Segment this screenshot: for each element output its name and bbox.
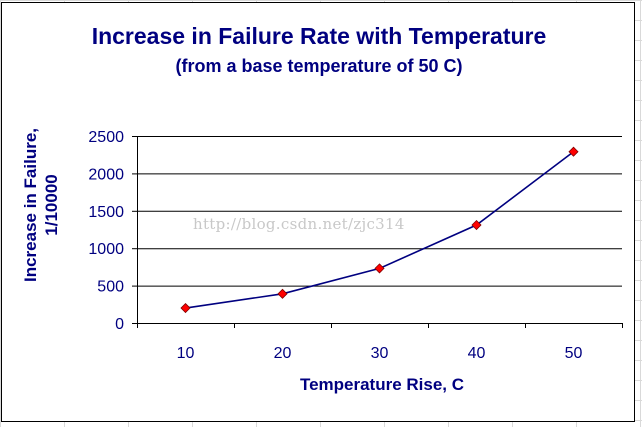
y-tick-label: 500 — [97, 279, 124, 296]
x-tick-label: 40 — [468, 345, 486, 362]
x-tick-label: 50 — [565, 345, 583, 362]
x-tick-label: 30 — [371, 345, 389, 362]
data-point-marker — [471, 219, 482, 231]
chart-subtitle: (from a base temperature of 50 C) — [175, 56, 463, 76]
x-tick-label: 10 — [177, 345, 195, 362]
y-tick-label: 1500 — [88, 204, 124, 221]
data-point-marker — [277, 288, 288, 299]
watermark: http://blog.csdn.net/zjc314 — [193, 215, 405, 233]
y-tick-label: 1000 — [88, 241, 124, 258]
x-axis-label: Temperature Rise, C — [299, 375, 465, 394]
y-tick-label: 0 — [115, 316, 124, 333]
y-tick-label: 2000 — [88, 166, 124, 183]
chart-title: Increase in Failure Rate with Temperatur… — [91, 23, 547, 49]
y-tick-label: 2500 — [88, 129, 124, 146]
data-point-marker — [568, 146, 579, 157]
series-line — [185, 151, 574, 309]
chart-area[interactable]: Increase in Failure Rate with Temperatur… — [1, 2, 635, 422]
x-tick-label: 20 — [274, 345, 292, 362]
data-point-marker — [180, 302, 191, 314]
data-point-marker — [374, 263, 385, 274]
